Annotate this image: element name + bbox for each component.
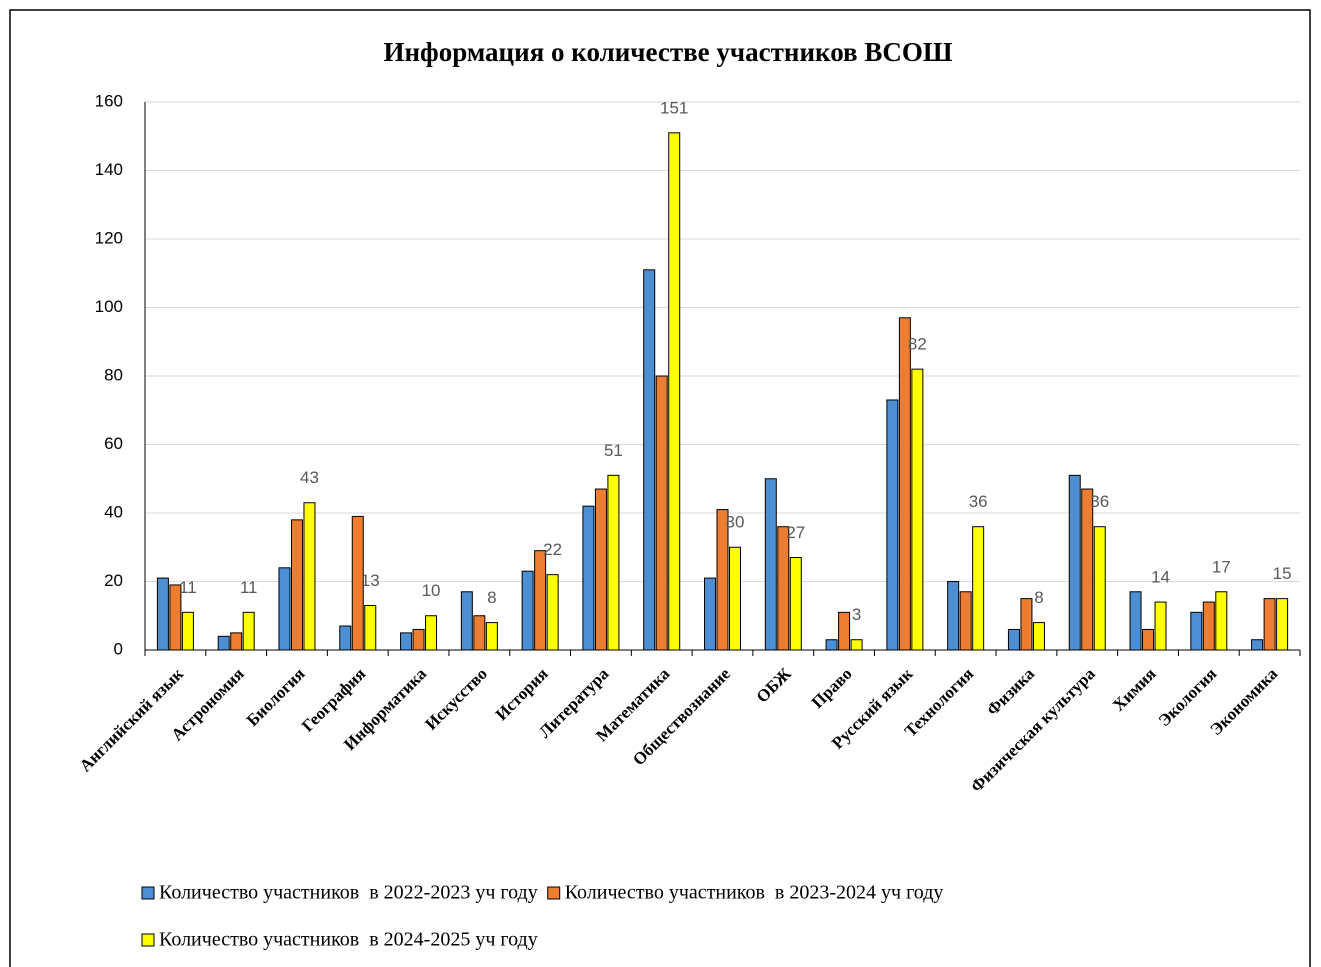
y-tick-label: 40 — [104, 502, 123, 521]
bar — [425, 615, 438, 651]
bar — [850, 639, 863, 651]
data-label: 11 — [179, 578, 197, 597]
bar — [169, 584, 182, 651]
bar — [972, 526, 985, 651]
data-label: 27 — [786, 523, 805, 542]
bar — [412, 628, 425, 651]
legend-swatch — [141, 933, 155, 947]
y-tick-label: 100 — [95, 297, 123, 316]
y-tick-label: 140 — [95, 160, 123, 179]
bar — [947, 581, 960, 651]
bar — [217, 635, 230, 651]
bar — [242, 611, 255, 651]
y-tick-label: 60 — [104, 434, 123, 453]
data-label: 15 — [1273, 564, 1292, 583]
bar — [339, 625, 352, 651]
data-label: 13 — [361, 571, 380, 590]
data-label: 8 — [1034, 588, 1043, 607]
data-label: 51 — [604, 441, 623, 460]
data-label: 10 — [422, 581, 441, 600]
bar — [777, 526, 790, 651]
bar — [181, 611, 194, 651]
bar — [582, 505, 595, 651]
bar — [704, 577, 716, 651]
bar — [460, 591, 473, 651]
bar — [1251, 639, 1264, 651]
bar — [789, 557, 802, 651]
legend-swatch — [141, 886, 155, 900]
bar — [729, 546, 741, 651]
bar — [959, 591, 972, 651]
bar — [668, 132, 681, 651]
y-tick-label: 20 — [104, 571, 123, 590]
data-label: 3 — [852, 605, 861, 624]
bar — [1020, 598, 1033, 651]
y-tick-label: 160 — [95, 91, 123, 110]
bar — [303, 502, 316, 651]
bar — [485, 622, 498, 651]
bar — [825, 639, 838, 651]
chart-title: Информация о количестве участников ВСОШ — [383, 37, 952, 67]
bar — [364, 604, 377, 651]
data-label: 151 — [660, 98, 688, 117]
bar — [156, 577, 169, 651]
bar — [1068, 474, 1081, 651]
bar — [898, 317, 911, 651]
legend-label: Количество участников в 2023-2024 уч год… — [565, 882, 944, 904]
bar — [607, 474, 620, 651]
bar — [1081, 488, 1094, 651]
legend-label: Количество участников в 2024-2025 уч год… — [159, 929, 538, 951]
bar — [534, 550, 547, 651]
data-label: 17 — [1212, 557, 1231, 576]
bar — [838, 611, 851, 651]
bar — [716, 509, 729, 651]
bar — [546, 574, 559, 651]
data-label: 22 — [543, 540, 562, 559]
bar — [278, 567, 291, 651]
bar — [643, 269, 656, 651]
data-label: 11 — [240, 578, 258, 597]
bar — [764, 478, 777, 651]
y-tick-label: 120 — [95, 228, 123, 247]
bar — [1276, 598, 1289, 651]
bar — [230, 632, 243, 651]
bar — [1032, 622, 1045, 651]
y-tick-label: 80 — [104, 365, 123, 384]
data-label: 82 — [908, 335, 927, 354]
data-label: 30 — [726, 513, 745, 532]
bar — [1142, 628, 1155, 651]
data-label: 36 — [1090, 492, 1109, 511]
bar — [1202, 601, 1215, 651]
bar — [290, 519, 303, 651]
bar — [655, 375, 668, 651]
bar — [1129, 591, 1142, 651]
bar — [911, 368, 924, 651]
bar — [473, 615, 486, 651]
bar — [351, 515, 364, 651]
data-label: 14 — [1151, 568, 1170, 587]
bar — [1190, 611, 1203, 651]
bar — [1154, 601, 1167, 651]
data-label: 43 — [300, 468, 319, 487]
legend-swatch — [547, 886, 561, 900]
bar — [594, 488, 607, 651]
bar — [886, 399, 899, 651]
bar — [400, 632, 413, 651]
bar — [1263, 598, 1276, 651]
bar — [521, 570, 534, 651]
bar — [1093, 526, 1106, 651]
bar — [1007, 628, 1020, 651]
bar — [1215, 591, 1228, 651]
data-label: 36 — [969, 492, 988, 511]
legend-label: Количество участников в 2022-2023 уч год… — [159, 882, 538, 904]
data-label: 8 — [487, 588, 496, 607]
y-tick-label: 0 — [114, 639, 123, 658]
